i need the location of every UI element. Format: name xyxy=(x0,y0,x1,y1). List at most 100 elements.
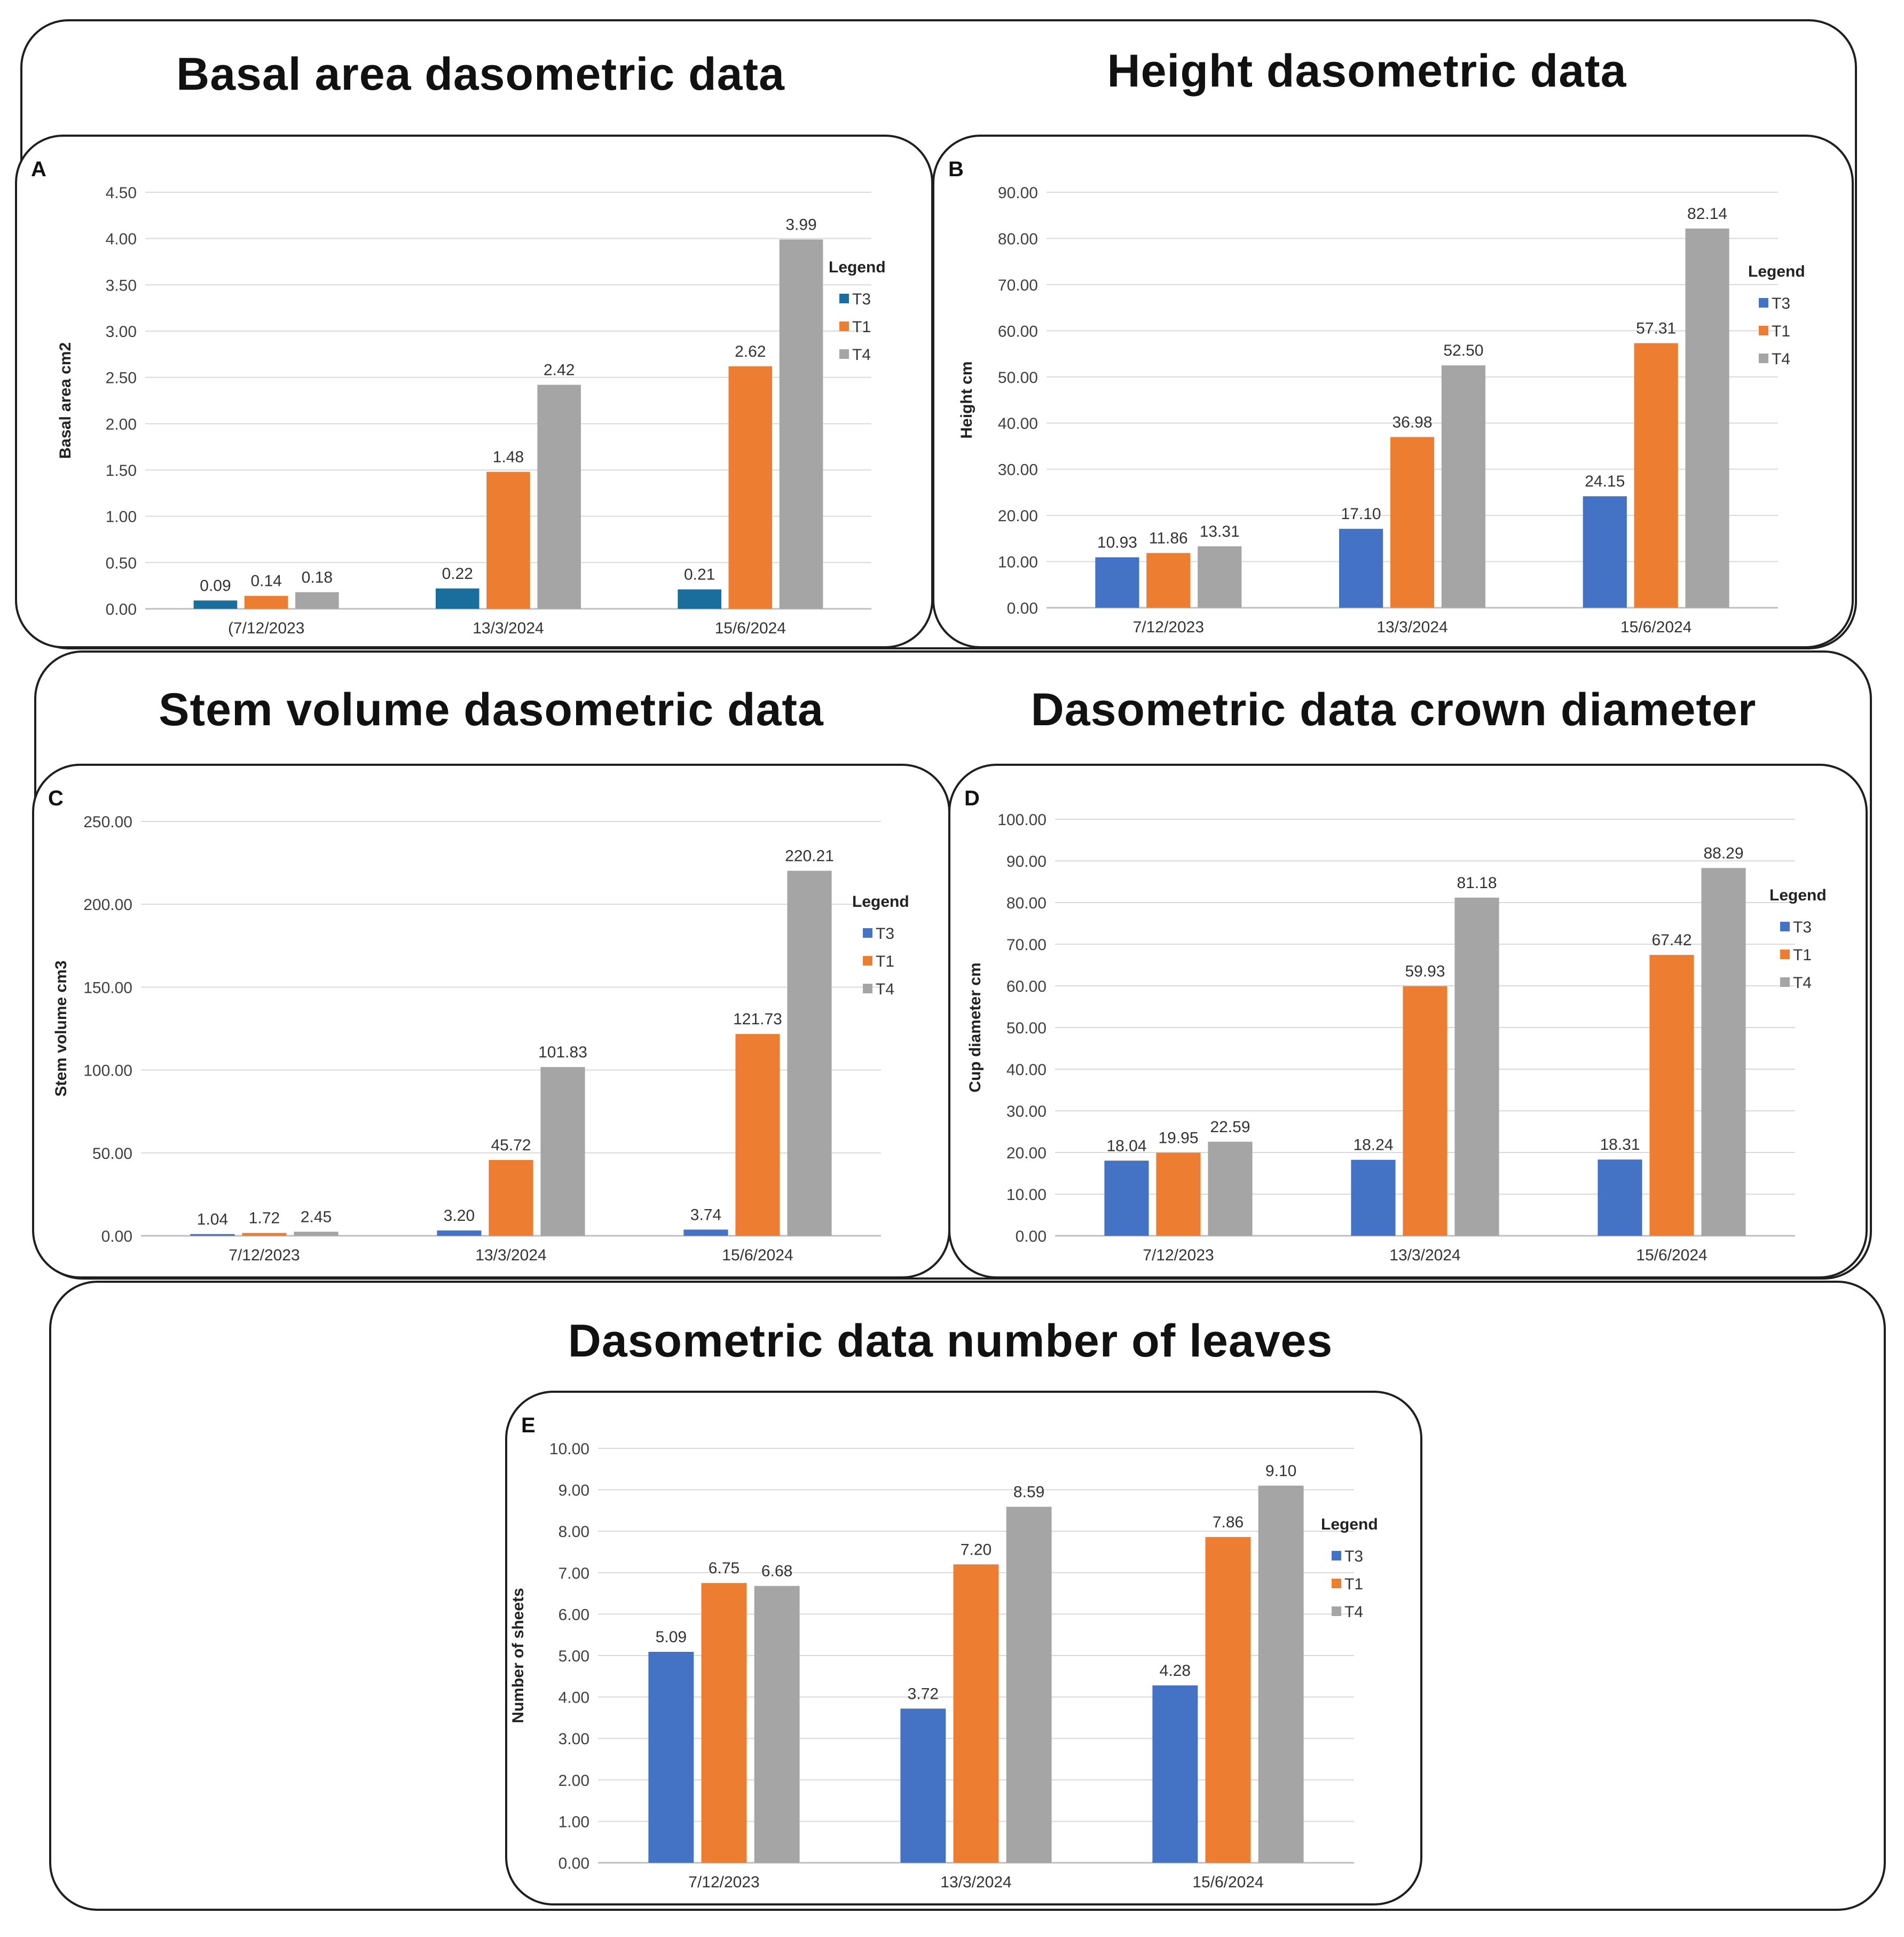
data-label: 81.18 xyxy=(1457,874,1497,892)
y-tick-label: 100.00 xyxy=(83,1062,132,1080)
bar-t1 xyxy=(728,366,773,609)
legend-label-t3: T3 xyxy=(876,925,894,943)
y-tick-label: 200.00 xyxy=(83,896,132,914)
legend-title: Legend xyxy=(1748,263,1805,280)
data-label: 7.86 xyxy=(1213,1513,1244,1531)
y-tick-label: 10.00 xyxy=(998,554,1038,571)
y-tick-label: 1.00 xyxy=(558,1813,589,1831)
bar-t4 xyxy=(1454,897,1499,1236)
y-tick-label: 0.00 xyxy=(558,1855,589,1872)
data-label: 18.04 xyxy=(1106,1137,1146,1155)
bar-t1 xyxy=(489,1160,533,1236)
y-tick-label: 40.00 xyxy=(998,415,1038,433)
legend-swatch-t1 xyxy=(1332,1579,1341,1588)
bar-t1 xyxy=(486,472,530,609)
data-label: 3.72 xyxy=(908,1685,939,1703)
y-tick-label: 4.00 xyxy=(106,231,137,248)
bar-t4 xyxy=(754,1586,800,1863)
y-tick-label: 30.00 xyxy=(1006,1103,1047,1120)
y-tick-label: 4.50 xyxy=(106,184,137,202)
bar-t1 xyxy=(1403,986,1447,1236)
y-tick-label: 50.00 xyxy=(998,369,1038,387)
y-tick-label: 250.00 xyxy=(83,813,132,831)
y-tick-label: 2.50 xyxy=(106,370,137,387)
x-tick-label: 15/6/2024 xyxy=(715,619,786,637)
data-label: 0.14 xyxy=(250,573,281,590)
y-tick-label: 0.00 xyxy=(1007,600,1038,617)
legend-label-t3: T3 xyxy=(1793,919,1812,936)
legend-swatch-t1 xyxy=(839,321,849,331)
legend-swatch-t3 xyxy=(839,294,849,303)
chart-b-svg: B 0.00 10.00 20.00 30.00 40.00 50.00 60.00 70.00… xyxy=(948,158,1805,636)
data-label: 17.10 xyxy=(1341,505,1381,523)
bar-t3 xyxy=(678,589,721,609)
data-label: 3.99 xyxy=(785,216,816,233)
y-tick-label: 2.00 xyxy=(106,415,137,433)
bar-t1 xyxy=(244,595,288,609)
data-label: 0.09 xyxy=(200,577,231,594)
data-label: 4.28 xyxy=(1160,1662,1191,1680)
bar-t1 xyxy=(735,1034,780,1236)
bar-t4 xyxy=(1701,868,1746,1236)
y-tick-label: 10.00 xyxy=(1006,1186,1047,1204)
panel-letter-a: A xyxy=(31,158,46,181)
y-tick-label: 0.00 xyxy=(101,1228,132,1245)
legend-label-t4: T4 xyxy=(1772,350,1790,368)
bar-t1 xyxy=(953,1564,999,1863)
y-tick-label: 9.00 xyxy=(558,1482,589,1500)
bar-t4 xyxy=(787,871,832,1236)
bar-t4 xyxy=(295,592,339,609)
legend-title: Legend xyxy=(829,258,886,276)
bar-t4 xyxy=(537,385,581,609)
data-label: 88.29 xyxy=(1703,844,1743,862)
bar-t1 xyxy=(1634,343,1678,608)
y-tick-label: 3.00 xyxy=(558,1730,589,1748)
y-axis-label: Cup diameter cm xyxy=(966,962,984,1092)
chart-e-svg: E 0.00 1.00 2.00 3.00 4.00 5.00 6.00 7.00 8.00 9.0… xyxy=(509,1414,1378,1891)
x-tick-label: 13/3/2024 xyxy=(475,1246,546,1264)
data-label: 0.22 xyxy=(442,565,473,583)
bar-t3 xyxy=(193,600,238,609)
y-tick-label: 4.00 xyxy=(558,1689,589,1707)
legend-title: Legend xyxy=(1321,1516,1378,1533)
legend-label-t4: T4 xyxy=(852,346,871,364)
y-tick-label: 70.00 xyxy=(998,277,1038,294)
section-frame-bottom xyxy=(49,1281,1886,1911)
data-label: 59.93 xyxy=(1405,963,1445,981)
bar-t4 xyxy=(1198,546,1242,608)
data-label: 7.20 xyxy=(961,1541,992,1558)
panel-letter-c: C xyxy=(48,787,64,810)
bar-t3 xyxy=(900,1708,946,1863)
x-tick-label: 7/12/2023 xyxy=(229,1246,300,1264)
legend-swatch-t4 xyxy=(1780,977,1790,987)
panel-letter-e: E xyxy=(521,1414,536,1437)
y-tick-label: 20.00 xyxy=(1006,1144,1047,1162)
data-label: 1.04 xyxy=(197,1211,228,1228)
x-tick-label: 15/6/2024 xyxy=(722,1246,793,1264)
data-label: 67.42 xyxy=(1651,931,1691,949)
y-tick-label: 3.00 xyxy=(106,323,137,341)
data-label: 8.59 xyxy=(1013,1483,1044,1501)
chart-a-svg: A 0.00 0.50 1.00 1.50 2.00 2.50 3.00 3.50 4.00 4.5… xyxy=(31,158,886,637)
bar-t3 xyxy=(437,1230,482,1236)
data-label: 13.31 xyxy=(1200,523,1240,540)
bar-t4 xyxy=(1258,1485,1304,1863)
bar-t1 xyxy=(1649,955,1694,1236)
legend-swatch-t3 xyxy=(1759,298,1768,308)
y-tick-label: 10.00 xyxy=(549,1440,589,1458)
data-label: 5.09 xyxy=(656,1628,687,1646)
data-label: 121.73 xyxy=(733,1010,782,1028)
legend-swatch-t3 xyxy=(1332,1551,1341,1560)
bar-t1 xyxy=(1146,553,1191,608)
bar-t3 xyxy=(1339,529,1383,608)
section-title-stem-volume: Stem volume dasometric data xyxy=(159,684,824,735)
y-tick-label: 20.00 xyxy=(998,507,1038,525)
x-tick-label: 13/3/2024 xyxy=(1376,618,1447,636)
data-label: 6.68 xyxy=(761,1563,792,1580)
legend-label-t4: T4 xyxy=(1793,974,1812,992)
data-label: 1.72 xyxy=(249,1210,280,1227)
y-tick-label: 1.50 xyxy=(106,462,137,480)
bar-t3 xyxy=(1583,496,1627,608)
x-tick-label: 7/12/2023 xyxy=(1133,618,1204,636)
legend-swatch-t1 xyxy=(1759,326,1768,335)
